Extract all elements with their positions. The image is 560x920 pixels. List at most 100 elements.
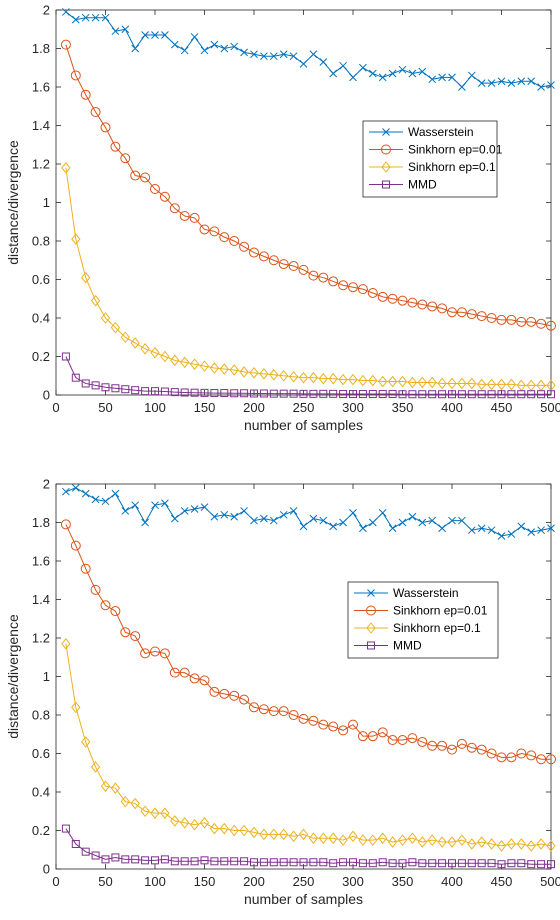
data-point bbox=[80, 89, 91, 100]
data-point bbox=[130, 631, 141, 642]
data-point bbox=[338, 725, 349, 736]
data-point bbox=[189, 673, 200, 684]
legend: Wasserstein Sinkhorn ep=0.01 Sinkhorn ep=0… bbox=[362, 120, 503, 198]
data-point bbox=[288, 710, 299, 720]
data-point bbox=[377, 727, 388, 738]
data-point bbox=[547, 390, 555, 399]
data-point bbox=[298, 828, 309, 841]
data-point bbox=[358, 834, 368, 846]
data-point bbox=[120, 795, 130, 808]
data-point bbox=[367, 731, 378, 742]
data-point bbox=[160, 807, 170, 819]
data-point bbox=[526, 316, 537, 327]
data-point bbox=[179, 667, 190, 678]
data-point bbox=[289, 52, 298, 61]
data-point bbox=[170, 40, 179, 49]
data-point bbox=[527, 860, 536, 869]
data-point bbox=[308, 715, 319, 726]
data-point bbox=[368, 69, 377, 78]
data-point bbox=[150, 346, 160, 359]
series-line bbox=[65, 167, 551, 386]
series-0 bbox=[62, 8, 555, 91]
data-point bbox=[437, 377, 447, 390]
data-point bbox=[349, 509, 357, 517]
data-point bbox=[517, 77, 526, 86]
y-tick-label: 1.4 bbox=[32, 118, 50, 133]
data-point bbox=[456, 307, 467, 318]
data-point bbox=[506, 378, 517, 391]
data-point bbox=[407, 297, 418, 308]
x-tick-label: 300 bbox=[342, 400, 364, 415]
data-point bbox=[81, 489, 90, 498]
legend-marker bbox=[381, 161, 391, 173]
data-point bbox=[141, 518, 149, 527]
y-tick-label: 0.8 bbox=[32, 234, 50, 249]
data-point bbox=[111, 853, 120, 862]
data-point bbox=[209, 226, 220, 237]
data-point bbox=[309, 514, 318, 523]
data-point bbox=[507, 79, 516, 88]
data-point bbox=[279, 369, 289, 382]
data-point bbox=[240, 507, 248, 515]
data-point bbox=[418, 518, 427, 527]
data-point bbox=[80, 563, 91, 574]
data-point bbox=[209, 686, 220, 697]
y-tick-label: 2 bbox=[43, 477, 50, 492]
data-point bbox=[140, 648, 151, 659]
series-2 bbox=[61, 637, 556, 852]
data-point bbox=[447, 307, 457, 318]
legend-label: Sinkhorn ep=0.01 bbox=[408, 143, 503, 157]
data-point bbox=[121, 25, 130, 34]
data-point bbox=[358, 374, 368, 387]
data-point bbox=[318, 832, 328, 845]
data-point bbox=[418, 390, 427, 399]
x-tick-label: 0 bbox=[52, 400, 59, 415]
data-point bbox=[526, 840, 536, 852]
data-point bbox=[378, 73, 387, 82]
data-point bbox=[190, 33, 199, 41]
data-point bbox=[338, 280, 349, 291]
data-point bbox=[338, 373, 348, 386]
data-point bbox=[388, 390, 397, 399]
data-point bbox=[229, 824, 239, 837]
data-point bbox=[427, 301, 438, 312]
data-point bbox=[477, 390, 486, 399]
data-point bbox=[210, 512, 219, 521]
data-point bbox=[180, 507, 189, 515]
data-point bbox=[516, 838, 526, 850]
data-point bbox=[190, 857, 199, 866]
data-point bbox=[457, 377, 467, 390]
data-point bbox=[100, 122, 111, 133]
data-point bbox=[357, 731, 368, 742]
data-point bbox=[170, 857, 179, 866]
data-point bbox=[496, 378, 507, 391]
data-point bbox=[447, 744, 457, 755]
data-point bbox=[189, 212, 200, 223]
data-point bbox=[250, 858, 258, 867]
data-point bbox=[417, 736, 428, 747]
data-point bbox=[466, 742, 477, 753]
data-point bbox=[546, 840, 556, 852]
data-point bbox=[279, 389, 288, 398]
data-point bbox=[131, 44, 140, 53]
data-point bbox=[547, 524, 555, 533]
data-point bbox=[279, 50, 288, 59]
y-tick-label: 0.6 bbox=[32, 272, 50, 287]
data-point bbox=[387, 293, 398, 304]
data-point bbox=[150, 646, 160, 657]
data-point bbox=[298, 371, 309, 384]
data-point bbox=[457, 390, 466, 399]
data-point bbox=[507, 530, 516, 538]
data-point bbox=[309, 50, 318, 59]
data-point bbox=[428, 75, 437, 84]
data-point bbox=[190, 388, 199, 397]
data-point bbox=[506, 838, 517, 850]
data-point bbox=[61, 824, 70, 833]
data-point bbox=[140, 805, 150, 818]
data-point bbox=[427, 376, 437, 389]
y-tick-label: 0.4 bbox=[32, 785, 50, 800]
data-point bbox=[62, 487, 70, 496]
data-point bbox=[61, 637, 71, 650]
data-point bbox=[288, 830, 299, 843]
data-point bbox=[378, 858, 387, 867]
